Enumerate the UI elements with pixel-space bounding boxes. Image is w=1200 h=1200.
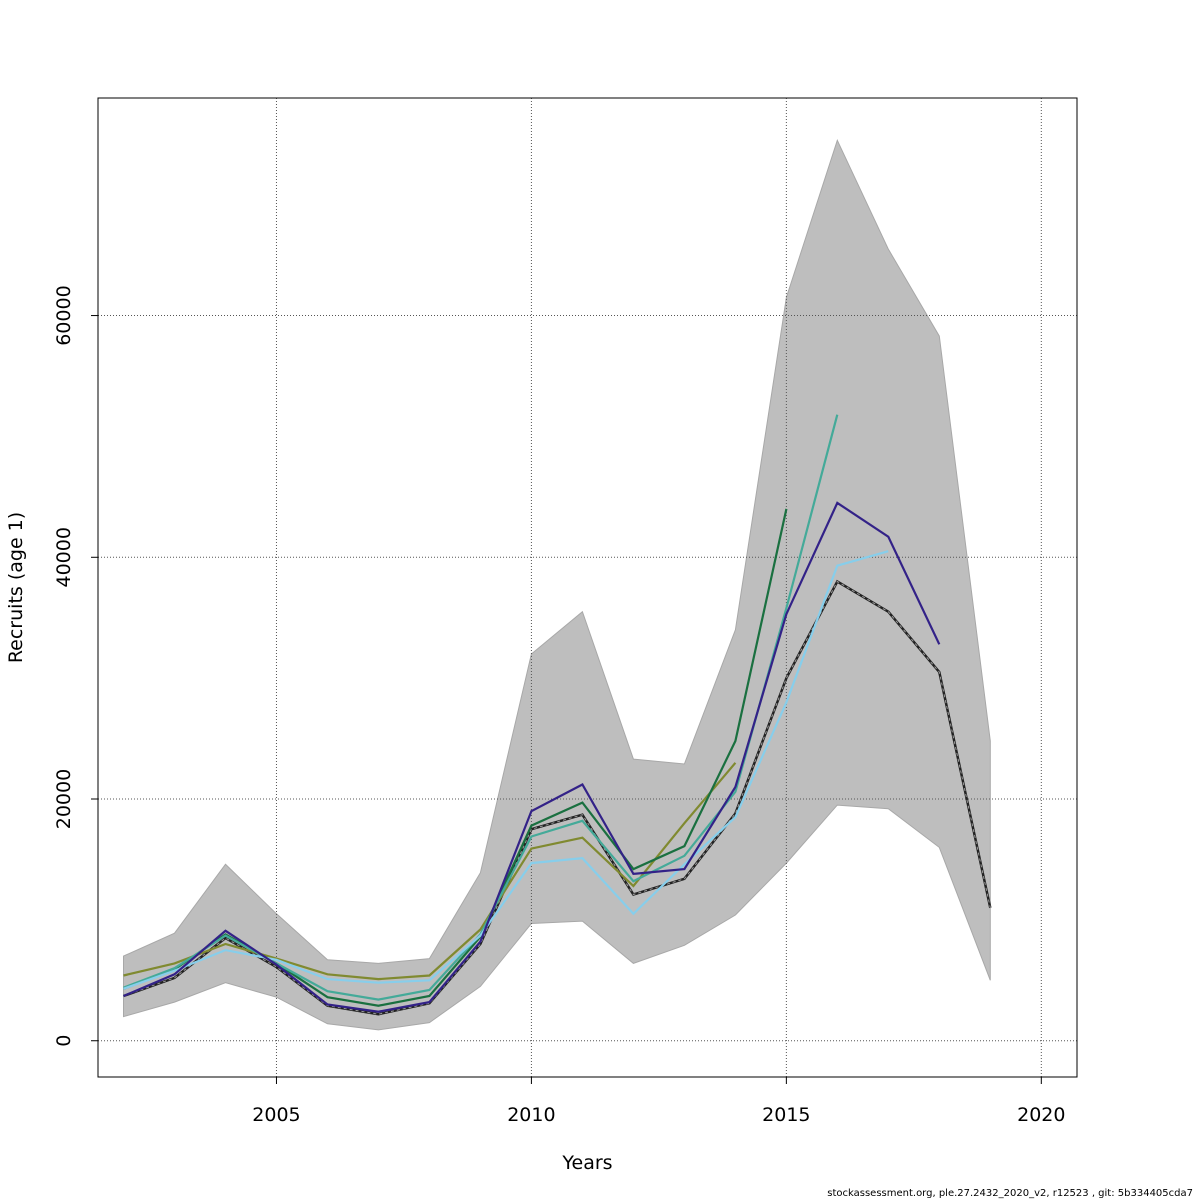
- x-tick-label: 2015: [762, 1104, 810, 1126]
- series-line-4: [123, 550, 889, 990]
- x-axis: 2005 2010 2015 2020: [252, 1077, 1065, 1126]
- grid-layer: [98, 98, 1077, 1077]
- series-line-0: [123, 579, 992, 1016]
- y-tick-label: 20000: [53, 769, 75, 829]
- series-line-5: [123, 501, 941, 1013]
- y-tick-label: 0: [53, 1035, 75, 1047]
- x-tick-label: 2020: [1017, 1104, 1065, 1126]
- confidence-band: [123, 138, 991, 1031]
- footer-caption: stockassessment.org, ple.27.2432_2020_v2…: [827, 1188, 1193, 1199]
- series-layer: [123, 414, 992, 1016]
- x-tick-label: 2010: [507, 1104, 555, 1126]
- x-tick-label: 2005: [252, 1104, 300, 1126]
- series-line-1: [123, 762, 737, 981]
- y-tick-label: 60000: [53, 285, 75, 345]
- y-tick-label: 40000: [53, 527, 75, 587]
- confidence-band-layer: [123, 138, 991, 1031]
- y-axis-title: Recruits (age 1): [5, 512, 27, 663]
- x-axis-title: Years: [561, 1152, 612, 1174]
- y-axis: 0 20000 40000 60000: [53, 285, 98, 1047]
- plot-frame: [97, 97, 1078, 1078]
